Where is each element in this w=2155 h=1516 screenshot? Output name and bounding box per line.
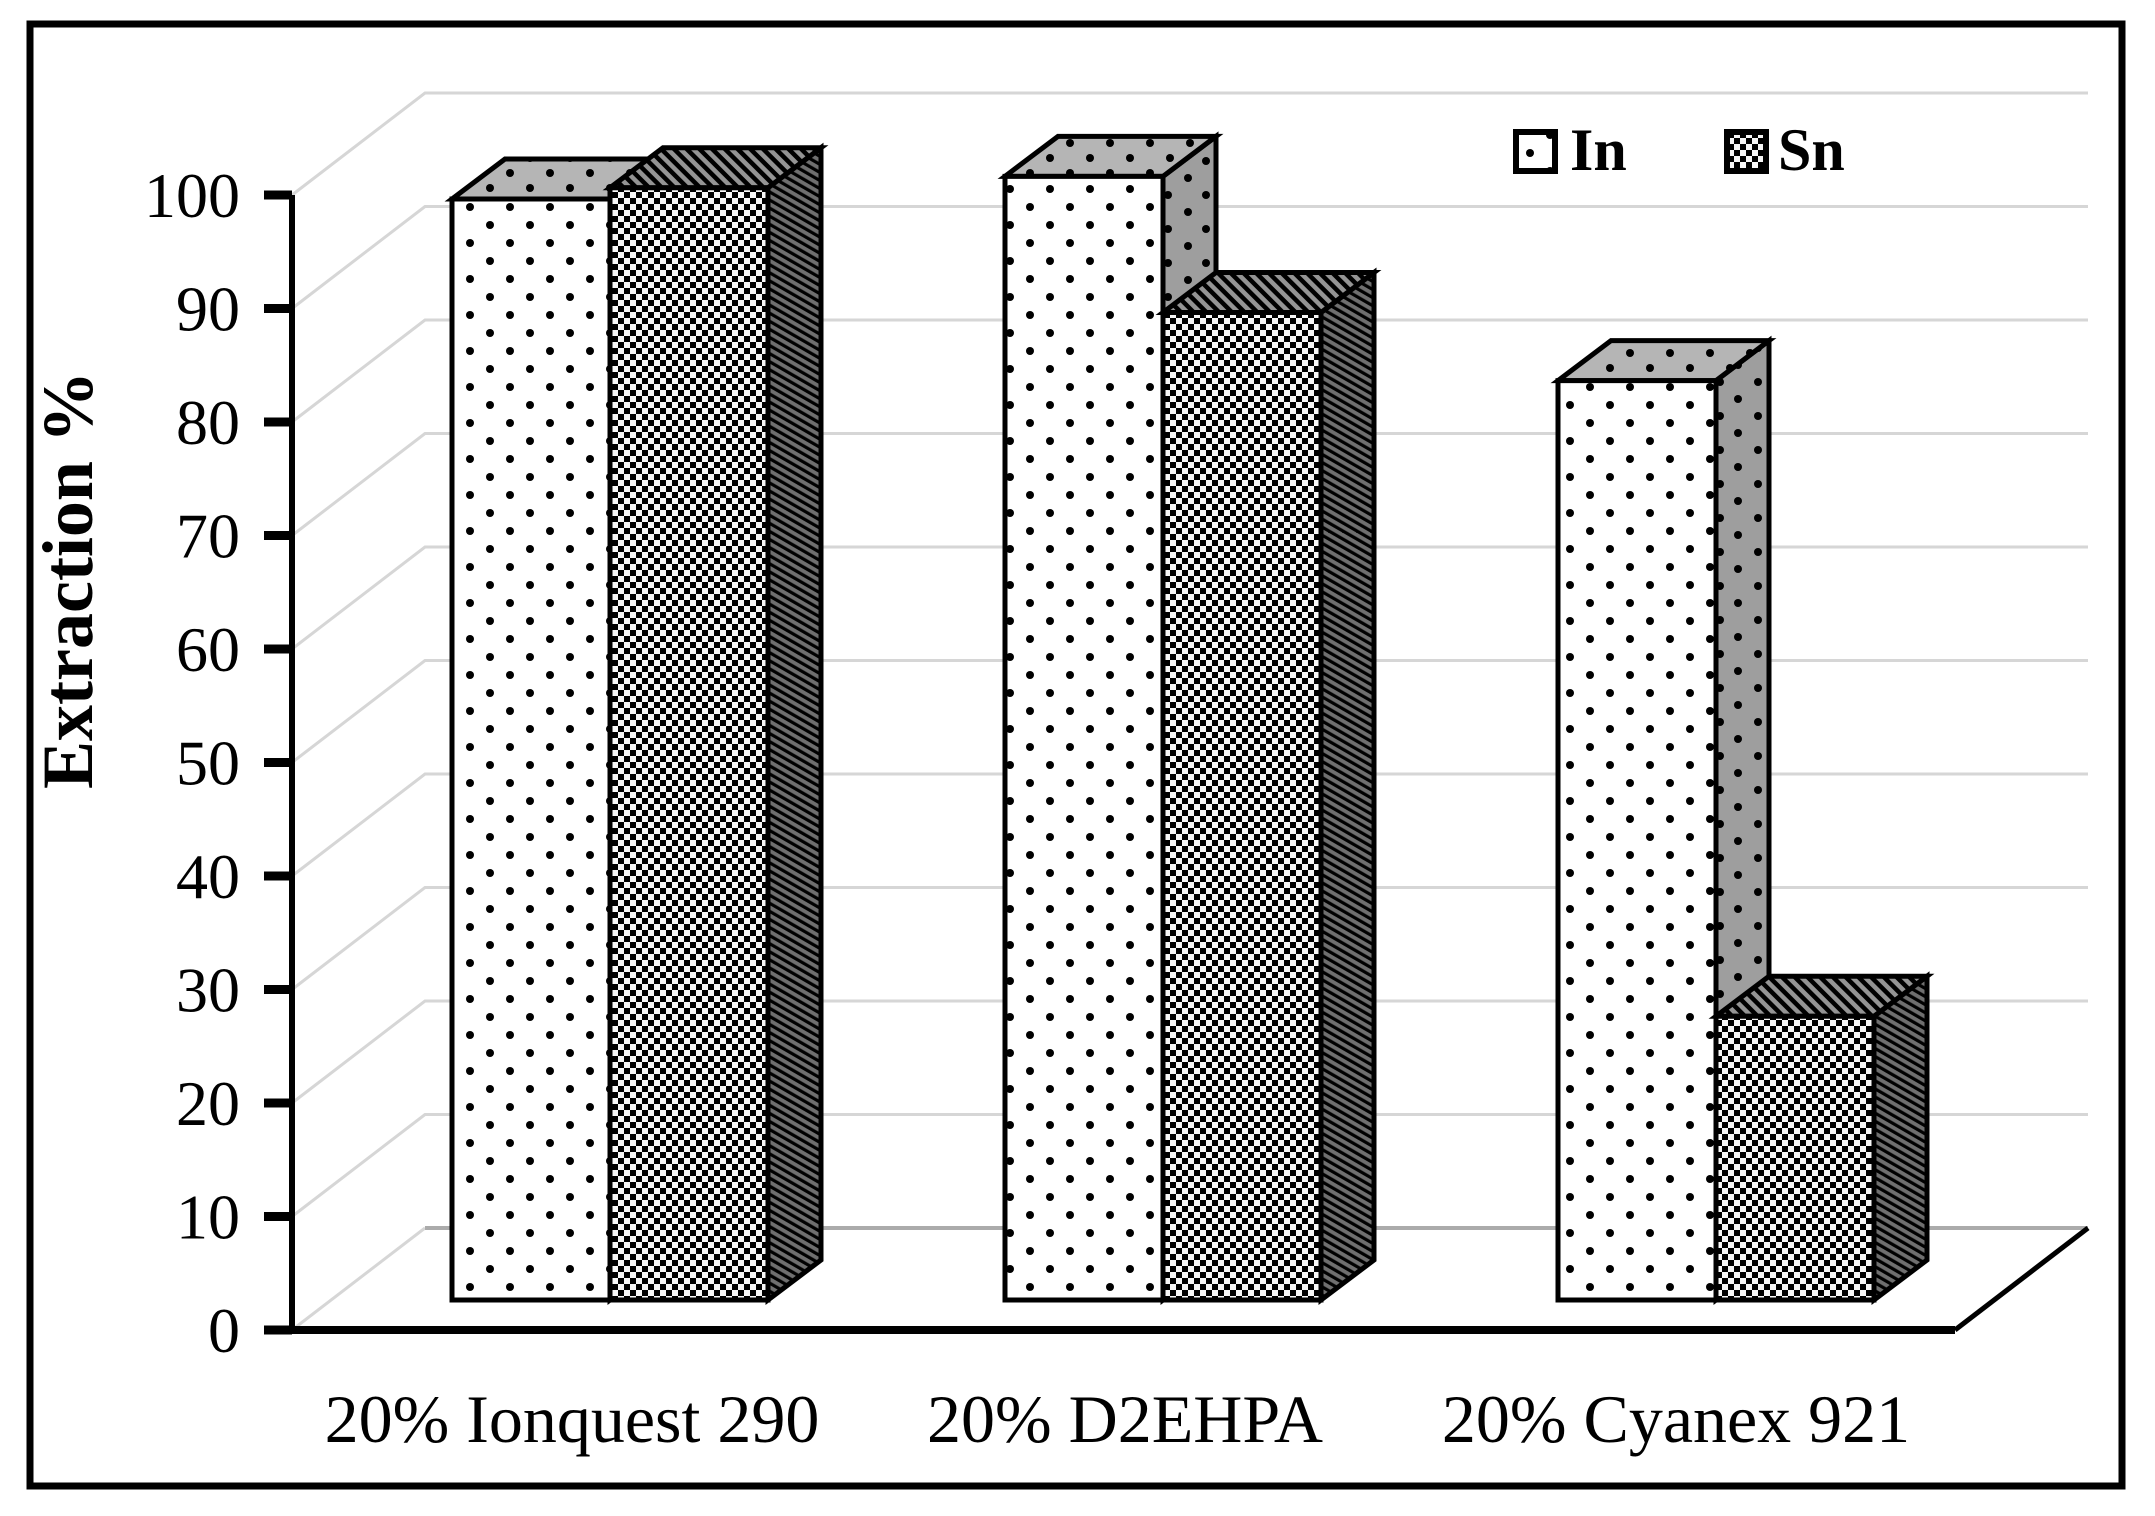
gridline xyxy=(291,772,2088,878)
bar-sn-1 xyxy=(1155,267,1382,1306)
y-tick-label: 0 xyxy=(208,1295,240,1366)
bar-front-face xyxy=(449,196,613,1303)
gridline xyxy=(291,999,2088,1105)
y-tick-label: 80 xyxy=(176,387,240,458)
x-category-label: 20% D2EHPA xyxy=(927,1381,1323,1457)
bar-sn-0 xyxy=(602,142,829,1306)
bar-sn-2 xyxy=(1708,971,1935,1306)
y-tick-label: 40 xyxy=(176,841,240,912)
legend-label-sn: Sn xyxy=(1778,117,1845,183)
bar-front-face xyxy=(607,185,771,1303)
gridline xyxy=(291,545,2088,651)
x-category-label: 20% Cyanex 921 xyxy=(1442,1381,1910,1457)
y-tick-label: 90 xyxy=(176,274,240,345)
x-category-label: 20% Ionquest 290 xyxy=(325,1381,820,1457)
bar-front-face xyxy=(1002,173,1166,1303)
bar-front-face xyxy=(1160,310,1324,1303)
y-tick-label: 10 xyxy=(176,1182,240,1253)
gridline xyxy=(291,1113,2088,1218)
y-tick-label: 60 xyxy=(176,614,240,685)
legend-swatch-in xyxy=(1513,129,1558,174)
bar-side-face xyxy=(1871,971,1930,1306)
y-tick-label: 20 xyxy=(176,1068,240,1139)
gridline xyxy=(291,91,2088,197)
gridline xyxy=(291,318,2088,424)
gridline xyxy=(291,659,2088,764)
legend-label-in: In xyxy=(1570,117,1627,183)
bar-front-face xyxy=(1555,378,1719,1303)
bar-side-face xyxy=(765,142,824,1306)
y-tick-label: 100 xyxy=(144,160,240,231)
bar-side-face xyxy=(1318,267,1377,1306)
gridline xyxy=(291,432,2088,537)
legend-swatch-sn xyxy=(1724,129,1769,174)
floor-left-edge xyxy=(291,1226,426,1332)
y-tick-label: 70 xyxy=(176,501,240,572)
y-tick-label: 30 xyxy=(176,955,240,1026)
gridline xyxy=(291,205,2088,310)
gridline xyxy=(291,886,2088,991)
y-axis-title: Extraction % xyxy=(28,371,108,789)
floor-right-edge xyxy=(1953,1226,2090,1332)
y-tick-label: 50 xyxy=(176,728,240,799)
figure-border xyxy=(26,20,2126,1490)
bar-front-face xyxy=(1713,1013,1877,1303)
